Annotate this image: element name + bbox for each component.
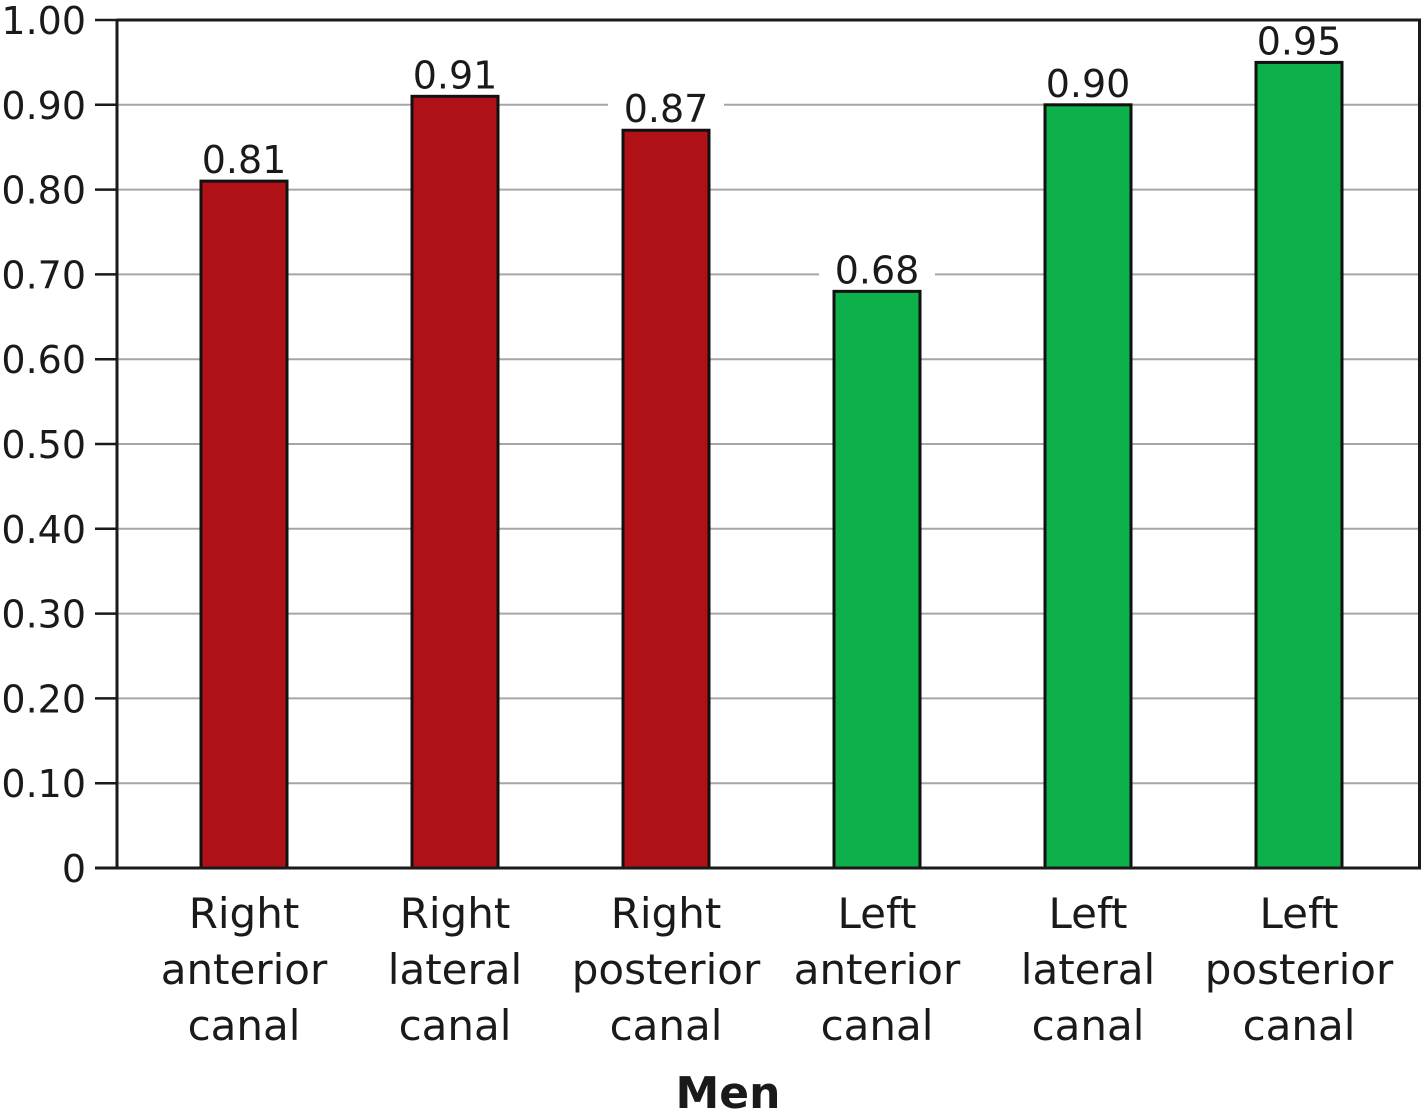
category-label-line: canal [1243,1001,1356,1050]
category-label: Left anterior canal [794,889,961,1050]
category-label-line: Right [189,889,300,938]
bars [199,60,1344,870]
value-label-background [1241,18,1357,61]
gridlines [117,19,1421,785]
category-label-line: canal [1032,1001,1145,1050]
category-label: Right lateral canal [388,889,522,1050]
value-label: 0.81 [202,138,287,182]
bar [1254,60,1344,870]
category-label-line: Right [400,889,511,938]
category-label-line: canal [399,1001,512,1050]
value-labels: 0.81 0.91 0.87 0.68 0.90 0.95 [186,18,1357,292]
bar [199,179,289,870]
category-label-line: anterior [794,945,961,994]
category-label: Left posterior canal [1205,889,1394,1050]
y-tick-label: 0.60 [1,338,86,382]
y-tick-label: 0.50 [1,423,86,467]
value-label-background [819,247,935,290]
category-label-line: posterior [572,945,761,994]
category-label-line: canal [188,1001,301,1050]
axes [95,18,1421,870]
y-tick-label: 0.10 [1,762,86,806]
category-label-line: Left [1259,889,1338,938]
category-label-line: Left [837,889,916,938]
y-tick-label: 0.30 [1,593,86,637]
category-label: Left lateral canal [1021,889,1155,1050]
category-label-line: lateral [388,945,522,994]
category-label-line: Left [1048,889,1127,938]
value-label-background [397,52,513,95]
bar [621,128,711,870]
bar [1043,103,1133,870]
y-axis-ticks: 0 0.10 0.20 0.30 0.40 0.50 0.60 0.70 0.80 0.90 1.0… [1,0,117,891]
x-axis-title: Men [676,1068,781,1110]
y-tick-label: 0.20 [1,677,86,721]
bar [832,289,922,870]
value-label-background [186,137,302,180]
value-label-background [1030,60,1146,103]
value-label: 0.68 [835,248,920,292]
category-label-line: anterior [161,945,328,994]
category-label: Right anterior canal [161,889,328,1050]
y-tick-label: 1.00 [1,0,86,43]
category-label: Right posterior canal [572,889,761,1050]
category-label-line: canal [610,1001,723,1050]
y-tick-label: 0.90 [1,84,86,128]
y-tick-label: 0.40 [1,508,86,552]
y-tick-label: 0 [62,847,86,891]
value-label: 0.95 [1257,19,1342,63]
value-label: 0.90 [1046,62,1131,106]
value-label: 0.87 [624,87,709,131]
bar [410,94,500,870]
value-label: 0.91 [413,53,498,97]
category-label-line: posterior [1205,945,1394,994]
y-tick-label: 0.70 [1,253,86,297]
category-label-line: lateral [1021,945,1155,994]
category-label-line: Right [611,889,722,938]
y-tick-label: 0.80 [1,169,86,213]
category-label-line: canal [821,1001,934,1050]
value-label-background [608,86,724,129]
